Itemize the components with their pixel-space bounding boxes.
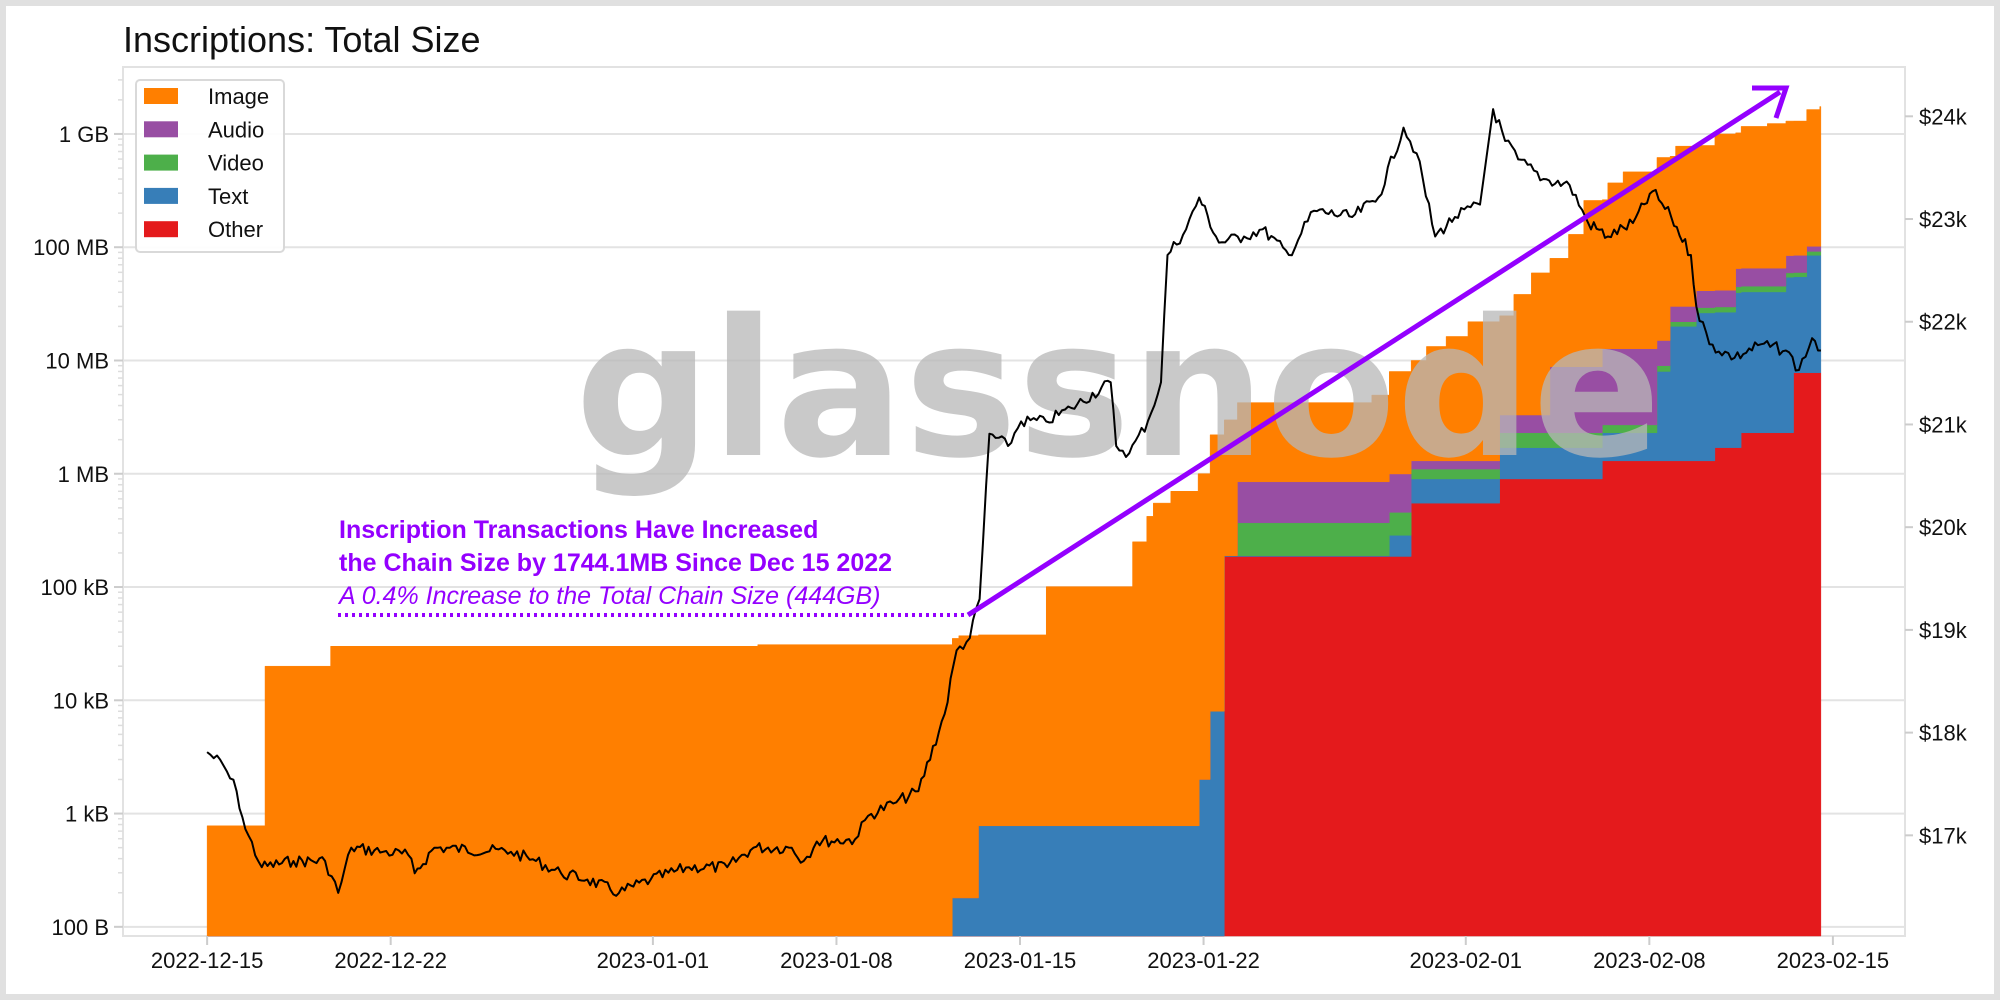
x-tick-label: 2023-02-15 bbox=[1777, 948, 1890, 973]
growth-arrow-shaft bbox=[966, 89, 1782, 618]
legend-swatch-other bbox=[144, 221, 178, 238]
glassnode-watermark: glassnode bbox=[575, 279, 1661, 500]
x-tick-label: 2023-01-01 bbox=[597, 948, 710, 973]
y-tick-label: 100 B bbox=[52, 915, 110, 940]
x-tick-label: 2023-01-08 bbox=[780, 948, 893, 973]
y-tick-label: 100 kB bbox=[41, 575, 110, 600]
x-tick-label: 2022-12-15 bbox=[151, 948, 264, 973]
y2-tick-label: $19k bbox=[1919, 618, 1968, 643]
x-tick-label: 2023-01-15 bbox=[964, 948, 1077, 973]
x-tick-label: 2023-02-01 bbox=[1410, 948, 1523, 973]
y2-tick-label: $17k bbox=[1919, 823, 1968, 848]
y2-tick-label: $24k bbox=[1919, 104, 1968, 129]
y2-tick-label: $20k bbox=[1919, 515, 1968, 540]
x-tick-label: 2023-02-08 bbox=[1593, 948, 1706, 973]
annotation-line-2: the Chain Size by 1744.1MB Since Dec 15 … bbox=[339, 549, 892, 577]
legend-swatch-video bbox=[144, 154, 178, 171]
annotation: Inscription Transactions Have Increased … bbox=[337, 85, 1790, 618]
legend-swatch-audio bbox=[144, 121, 178, 138]
stacked-areas bbox=[206, 106, 1822, 937]
growth-arrow-head-icon bbox=[1752, 85, 1790, 119]
annotation-line-1: Inscription Transactions Have Increased bbox=[339, 516, 818, 544]
legend-label-text: Text bbox=[208, 184, 248, 209]
axes: 100 B 1 kB 10 kB 100 kB 1 MB 10 MB 100 MB 1 GB $… bbox=[33, 79, 1968, 973]
y2-tick-label: $22k bbox=[1919, 310, 1968, 335]
legend-label-image: Image bbox=[208, 84, 269, 109]
legend: Image Audio Video Text Other bbox=[135, 79, 285, 253]
x-tick-label: 2023-01-22 bbox=[1147, 948, 1260, 973]
y2-tick-label: $18k bbox=[1919, 721, 1968, 746]
annotation-line-3: A 0.4% Increase to the Total Chain Size … bbox=[337, 582, 881, 610]
x-tick-label: 2022-12-22 bbox=[334, 948, 447, 973]
legend-label-audio: Audio bbox=[208, 117, 264, 142]
legend-label-video: Video bbox=[208, 151, 264, 176]
legend-label-other: Other bbox=[208, 217, 263, 242]
inscriptions-total-size-chart: Inscriptions: Total Size glassnode 100 B… bbox=[33, 19, 1968, 973]
btc-price-series bbox=[206, 108, 1821, 897]
y2-tick-label: $23k bbox=[1919, 207, 1968, 232]
chart-title: Inscriptions: Total Size bbox=[123, 19, 481, 60]
y2-tick-label: $21k bbox=[1919, 412, 1968, 437]
chart-panel: Inscriptions: Total Size glassnode 100 B… bbox=[6, 6, 1994, 994]
legend-swatch-image bbox=[144, 88, 178, 104]
y-tick-label: 1 MB bbox=[58, 462, 109, 487]
area-image bbox=[206, 106, 1822, 937]
y-tick-label: 1 GB bbox=[59, 122, 109, 147]
y-tick-label: 100 MB bbox=[33, 235, 109, 260]
y-tick-label: 10 kB bbox=[53, 688, 109, 713]
y-tick-label: 10 MB bbox=[45, 348, 109, 373]
price-line bbox=[206, 108, 1821, 897]
legend-swatch-text bbox=[144, 187, 178, 204]
y-tick-label: 1 kB bbox=[65, 802, 109, 827]
